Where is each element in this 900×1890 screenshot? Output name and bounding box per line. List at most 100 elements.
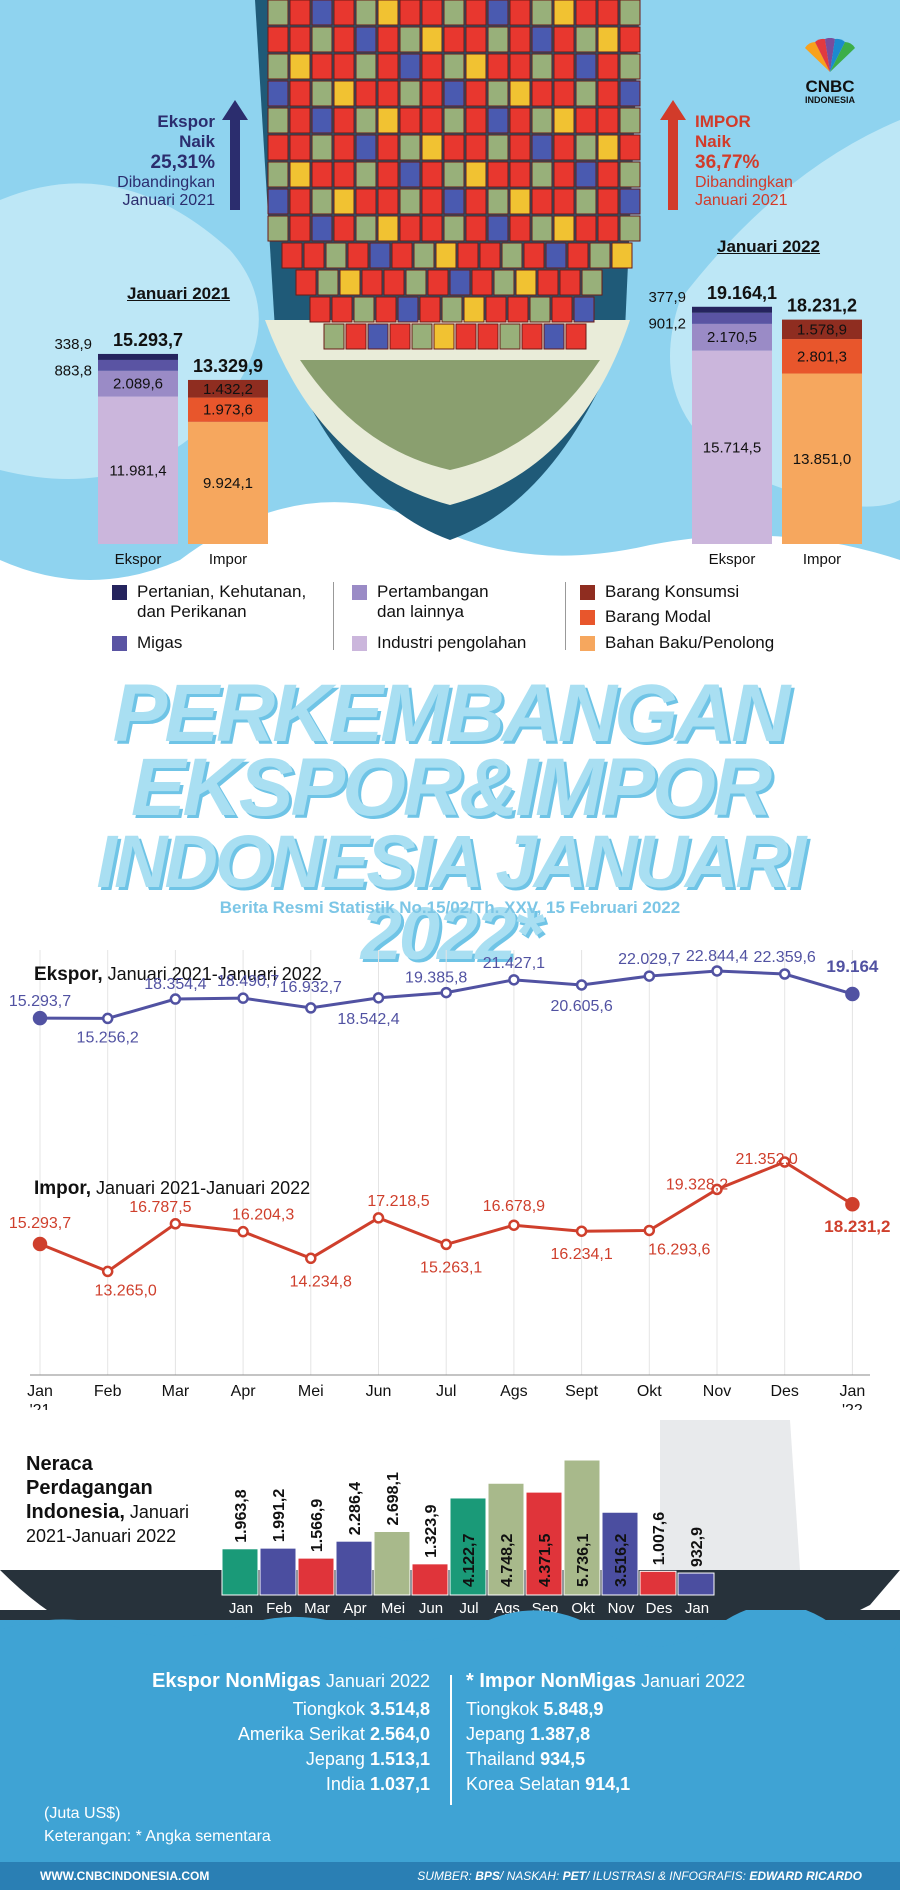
container-block bbox=[377, 188, 399, 215]
legend-migas-text: Migas bbox=[137, 633, 183, 652]
container-block bbox=[427, 269, 449, 296]
container-block bbox=[435, 242, 457, 269]
container-block bbox=[399, 0, 421, 26]
data-label: 16.678,9 bbox=[483, 1198, 545, 1215]
stack-total: 18.231,2 bbox=[787, 296, 857, 316]
container-block bbox=[479, 242, 501, 269]
container-block bbox=[501, 242, 523, 269]
legend-swatch bbox=[580, 636, 595, 651]
container-block bbox=[289, 161, 311, 188]
container-block bbox=[531, 215, 553, 242]
impor-nonmigas-period: Januari 2022 bbox=[636, 1671, 746, 1691]
bottom-section: Ekspor NonMigas Januari 2022 Tiongkok 3.… bbox=[0, 1610, 900, 1890]
container-block bbox=[377, 26, 399, 53]
container-block bbox=[575, 188, 597, 215]
data-label: 16.293,6 bbox=[648, 1241, 710, 1258]
main-title-line1: PERKEMBANGAN bbox=[112, 668, 791, 759]
data-label: 18.490,7 bbox=[217, 973, 279, 990]
neraca-title-l1: Neraca bbox=[26, 1453, 93, 1475]
series-point bbox=[845, 1196, 860, 1212]
series-point bbox=[372, 1212, 385, 1224]
container-block bbox=[421, 80, 443, 107]
container-block bbox=[465, 0, 487, 26]
neraca-title-l2: Perdagangan bbox=[26, 1477, 153, 1499]
neraca-bar bbox=[221, 1548, 259, 1596]
series-point bbox=[778, 968, 791, 980]
data-label: 16.204,3 bbox=[232, 1207, 294, 1224]
series-point bbox=[440, 1238, 452, 1251]
ekspor-change-note2: Januari 2021 bbox=[122, 192, 215, 209]
container-block bbox=[553, 0, 575, 26]
container-block bbox=[347, 242, 369, 269]
top-section: CNBC INDONESIA Ekspor Naik 25,31% Diband… bbox=[0, 0, 900, 680]
data-label: 18.354,4 bbox=[144, 976, 206, 993]
container-block bbox=[443, 188, 465, 215]
container-block bbox=[355, 134, 377, 161]
data-label: 15.293,7 bbox=[9, 993, 71, 1010]
container-block bbox=[471, 269, 493, 296]
container-block bbox=[377, 215, 399, 242]
stack-segment bbox=[98, 396, 178, 544]
container-block bbox=[529, 296, 551, 323]
stack-segment bbox=[692, 350, 772, 544]
legend-modal: Barang Modal bbox=[580, 607, 711, 627]
stack-segment bbox=[692, 312, 772, 324]
footer-credit-c: / NASKAH: bbox=[499, 1869, 560, 1883]
legend-swatch bbox=[112, 636, 127, 651]
nonmigas-country: Tiongkok bbox=[292, 1699, 370, 1719]
nonmigas-row: Jepang 1.513,1 bbox=[90, 1747, 430, 1772]
container-block bbox=[399, 107, 421, 134]
container-block bbox=[399, 188, 421, 215]
container-block bbox=[391, 242, 413, 269]
container-block bbox=[331, 296, 353, 323]
container-block bbox=[565, 323, 587, 350]
container-block bbox=[421, 161, 443, 188]
ship-bridge bbox=[660, 1420, 800, 1570]
container-block bbox=[619, 107, 641, 134]
container-block bbox=[619, 161, 641, 188]
container-block bbox=[295, 269, 317, 296]
stack-segment bbox=[782, 319, 862, 340]
stack-total: 19.164,1 bbox=[707, 283, 777, 303]
neraca-value-label: 1.007,6 bbox=[651, 1512, 668, 1565]
stack-axis-label: Ekspor bbox=[115, 551, 162, 568]
data-label: 21.352,0 bbox=[736, 1151, 798, 1168]
series-point bbox=[305, 1252, 317, 1265]
container-block bbox=[267, 53, 289, 80]
main-title-line3: INDONESIA JANUARI 2022* bbox=[96, 820, 807, 975]
main-title-line2: EKSPOR&IMPOR bbox=[130, 742, 772, 833]
data-label: 19.328,2 bbox=[666, 1176, 728, 1193]
container-block bbox=[485, 296, 507, 323]
container-block bbox=[589, 242, 611, 269]
container-block bbox=[333, 26, 355, 53]
container-block bbox=[441, 296, 463, 323]
container-block bbox=[531, 26, 553, 53]
neraca-bar bbox=[563, 1459, 601, 1596]
x-tick-label: Nov bbox=[703, 1383, 731, 1400]
container-block bbox=[355, 53, 377, 80]
container-block bbox=[289, 215, 311, 242]
container-block bbox=[487, 215, 509, 242]
legend-swatch bbox=[112, 585, 127, 600]
legend-bahanbaku: Bahan Baku/Penolong bbox=[580, 633, 774, 653]
nonmigas-country: Tiongkok bbox=[466, 1699, 544, 1719]
container-block bbox=[421, 0, 443, 26]
container-block bbox=[509, 161, 531, 188]
stack-segment bbox=[98, 359, 178, 371]
nonmigas-country: India bbox=[325, 1774, 370, 1794]
segment-label: 883,8 bbox=[54, 362, 92, 379]
x-tick-label: Des bbox=[770, 1383, 798, 1400]
container-block bbox=[405, 269, 427, 296]
neraca-value-label: 4.748,2 bbox=[499, 1534, 516, 1587]
container-block bbox=[421, 26, 443, 53]
series-point bbox=[508, 974, 520, 986]
series-point bbox=[305, 1002, 317, 1014]
container-block bbox=[267, 161, 289, 188]
container-block bbox=[597, 0, 619, 26]
container-block bbox=[267, 80, 289, 107]
footer-credit-f: EDWARD RICARDO bbox=[749, 1869, 862, 1883]
container-block bbox=[317, 269, 339, 296]
container-block bbox=[333, 107, 355, 134]
container-block bbox=[619, 134, 641, 161]
container-block bbox=[487, 53, 509, 80]
